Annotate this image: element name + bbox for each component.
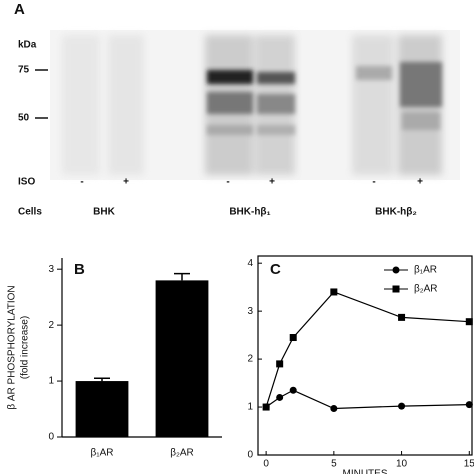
legend-label: β₂AR (414, 284, 438, 295)
kda-label: kDa (18, 40, 37, 51)
marker (289, 386, 297, 394)
y-axis-label: β AR PHOSPHORYLATION (7, 285, 18, 409)
error-bar (174, 272, 190, 281)
bar (75, 381, 129, 437)
cells-label: Cells (18, 207, 42, 218)
marker (262, 403, 270, 411)
panel-a: A kDa 75 50 ISO Cells (14, 1, 48, 218)
plot-frame (257, 255, 473, 456)
y-axis-label: (fold increase) (20, 316, 31, 379)
iso-sign: + (417, 177, 423, 188)
error-bar (94, 377, 110, 382)
marker (330, 288, 338, 296)
marker (398, 313, 406, 321)
y-tick-label: 1 (48, 376, 54, 387)
iso-label: ISO (18, 177, 35, 188)
marker (465, 318, 473, 326)
iso-sign: - (372, 177, 375, 188)
marker (276, 393, 284, 401)
y-tick-label: 1 (247, 402, 253, 413)
marker (465, 401, 473, 409)
y-tick-label: 0 (48, 432, 54, 443)
marker (398, 402, 406, 410)
x-tick-label: 5 (331, 459, 337, 470)
y-tick-label: 0 (247, 450, 253, 461)
x-tick-label: β₁AR (90, 448, 113, 459)
panel-label: A (14, 1, 25, 18)
legend-label: β₁AR (414, 265, 437, 276)
y-tick-label: 2 (48, 320, 54, 331)
marker (289, 334, 297, 342)
iso-sign: + (269, 177, 275, 188)
x-tick-label: β₂AR (170, 448, 194, 459)
x-tick-label: 10 (396, 459, 408, 470)
iso-sign: - (80, 177, 83, 188)
x-tick-label: 0 (263, 459, 269, 470)
series-line (265, 389, 470, 410)
x-tick-label: 15 (464, 459, 474, 470)
blot-image (50, 30, 460, 180)
y-tick-label: 3 (48, 264, 54, 275)
series-line (265, 291, 470, 408)
x-axis-label: MINUTES (343, 469, 388, 474)
y-tick-label: 2 (247, 354, 253, 365)
marker (276, 360, 284, 368)
cell-line: BHK-hβ₁ (229, 207, 270, 218)
legend-marker (392, 285, 400, 293)
legend-marker (392, 266, 400, 274)
cell-line: BHK-hβ₂ (375, 207, 417, 218)
cell-line: BHK (93, 207, 115, 218)
mw-marker: 50 (18, 113, 30, 124)
bar (155, 280, 209, 437)
mw-marker: 75 (18, 65, 30, 76)
y-tick-label: 4 (247, 258, 253, 269)
panel-label: C (270, 261, 281, 278)
panel-label: B (74, 261, 85, 278)
iso-sign: + (123, 177, 129, 188)
marker (330, 404, 338, 412)
y-tick-label: 3 (247, 306, 253, 317)
iso-sign: - (226, 177, 229, 188)
